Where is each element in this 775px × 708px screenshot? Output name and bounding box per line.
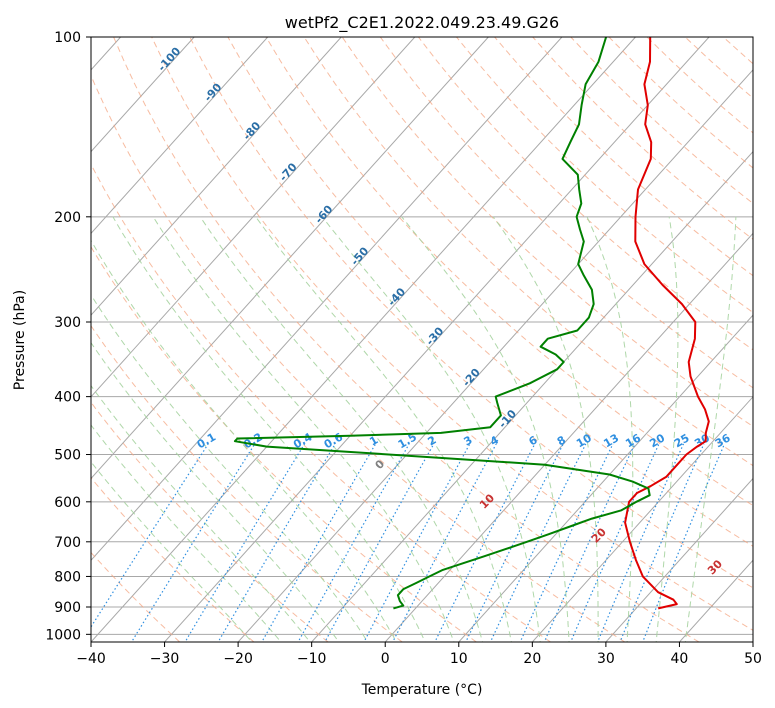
moist-adiabat-line [91, 294, 369, 642]
moist-adiabat-line [684, 216, 737, 642]
isotherm-line [311, 150, 753, 642]
isotherm-line [237, 69, 753, 642]
isotherm-line [91, 37, 563, 562]
y-tick-label: 300 [54, 315, 81, 331]
isotherm-line [458, 314, 753, 642]
mixing-ratio-line [261, 443, 377, 642]
mixing-ratio-line [597, 443, 685, 642]
dry-adiabat-line [91, 245, 477, 642]
x-axis-ticks: −40 −30 −20 −10 0 10 20 30 40 50 [76, 642, 762, 667]
x-tick-label: 20 [523, 651, 541, 667]
isotherm-line [91, 37, 269, 235]
moist-adiabat-line [586, 216, 634, 642]
x-tick-label: 30 [597, 651, 615, 667]
y-tick-label: 700 [54, 535, 81, 551]
dry-adiabat-line [379, 37, 753, 389]
isotherm-line [91, 37, 636, 642]
mixing-ratio-line [619, 443, 705, 642]
dry-adiabat-line [151, 37, 753, 631]
y-tick-label: 1000 [45, 627, 81, 643]
isotherm-line [91, 37, 416, 398]
mixing-ratio-line [217, 443, 336, 642]
moist-adiabat-line [199, 216, 484, 642]
moist-adiabat-line [492, 216, 599, 642]
moist-adiabat-line [401, 216, 570, 642]
mixing-ratio-line [184, 443, 306, 642]
isotherm-line [164, 37, 710, 642]
chart-title: wetPf2_C2E1.2022.049.23.49.G26 [285, 13, 559, 33]
y-tick-label: 600 [54, 495, 81, 511]
isotherm-line [91, 37, 489, 480]
x-tick-label: −30 [150, 651, 180, 667]
isotherm-line [91, 37, 195, 153]
temperature-profile-line [624, 37, 710, 610]
mixing-ratio-line [297, 443, 410, 642]
dry-adiabat-line [227, 37, 753, 547]
dry-adiabat-line [456, 37, 753, 314]
mixing-ratio-line [130, 443, 256, 642]
dry-adiabat-line [91, 476, 255, 642]
mixing-ratio-line [489, 443, 587, 642]
y-axis-label: Pressure (hPa) [12, 290, 28, 390]
mixing-ratio-line [363, 443, 471, 642]
x-tick-label: −10 [297, 651, 327, 667]
x-tick-label: −20 [223, 651, 253, 667]
dry-adiabat-line [265, 37, 753, 507]
dry-adiabat-line [91, 163, 551, 642]
moist-adiabat-line [91, 461, 253, 642]
isotherm-line [605, 477, 753, 642]
mixing-ratio-line [642, 443, 726, 642]
mixing-ratio-line [392, 443, 497, 642]
y-tick-label: 200 [54, 210, 81, 226]
moist-adiabat-line [91, 239, 397, 642]
dry-adiabat-line [91, 551, 181, 642]
x-tick-label: −40 [76, 651, 106, 667]
isotherm-line [531, 396, 753, 642]
moist-adiabat-line [91, 424, 282, 642]
mixing-ratio-line [91, 443, 209, 629]
dewpoint-profile-line [233, 37, 651, 610]
y-tick-label: 800 [54, 569, 81, 585]
x-axis-label: Temperature (°C) [361, 682, 483, 698]
dry-adiabat-line [189, 37, 753, 589]
moist-adiabat-line [152, 216, 455, 642]
isotherm-line [91, 37, 342, 316]
moist-adiabat-line [255, 216, 512, 642]
dry-adiabat-line [91, 74, 626, 642]
y-tick-label: 100 [54, 30, 81, 46]
profile-series [233, 37, 710, 610]
mixing-ratio-line [519, 443, 614, 642]
y-axis-ticks: 100 200 300 400 500 600 700 800 900 1000 [45, 30, 91, 643]
x-tick-label: 10 [450, 651, 468, 667]
moist-adiabat-line [655, 216, 679, 642]
x-tick-label: 0 [381, 651, 390, 667]
moist-adiabat-line [321, 216, 541, 642]
isotherm-line [384, 232, 753, 642]
x-tick-label: 40 [671, 651, 689, 667]
x-tick-label: 50 [744, 651, 762, 667]
mixing-ratio-line [324, 443, 435, 642]
plot-frame [90, 36, 754, 643]
y-tick-label: 400 [54, 390, 81, 406]
moist-adiabat-line [112, 216, 426, 642]
y-tick-label: 500 [54, 448, 81, 464]
y-tick-label: 900 [54, 600, 81, 616]
